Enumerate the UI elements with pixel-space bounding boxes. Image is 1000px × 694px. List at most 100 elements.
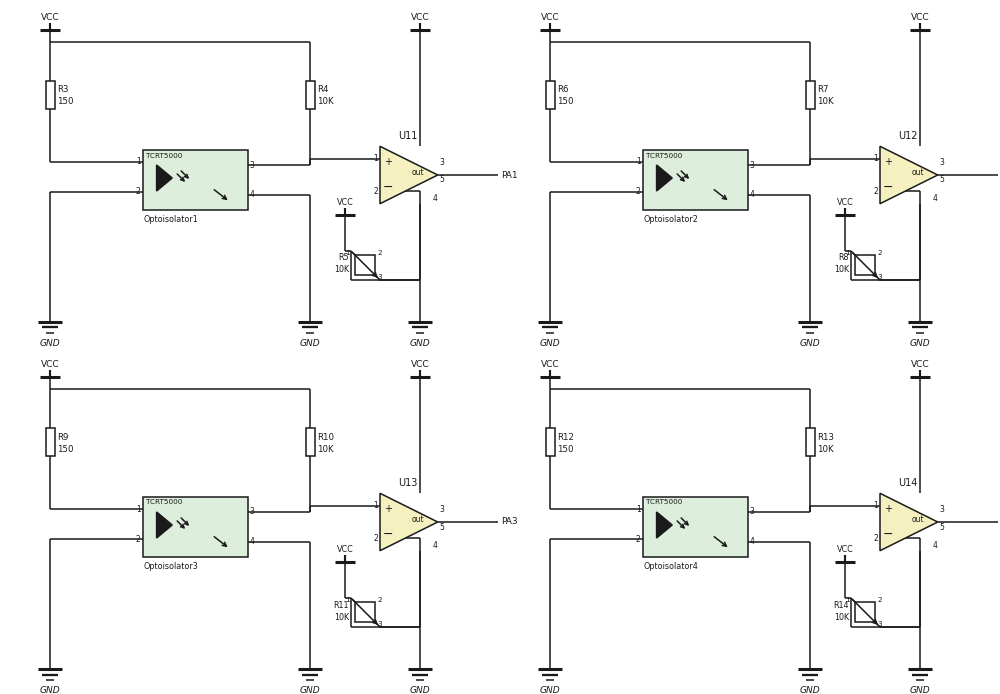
Text: R4: R4 bbox=[318, 85, 329, 94]
Text: out: out bbox=[912, 516, 924, 525]
Bar bbox=[546, 81, 554, 109]
Text: VCC: VCC bbox=[411, 13, 429, 22]
Text: GND: GND bbox=[910, 686, 930, 694]
Text: GND: GND bbox=[300, 686, 320, 694]
Text: Optoisolator4: Optoisolator4 bbox=[644, 562, 698, 571]
Bar bbox=[306, 428, 314, 456]
Bar bbox=[143, 150, 248, 210]
Text: 2: 2 bbox=[877, 597, 882, 603]
Text: 3: 3 bbox=[250, 507, 254, 516]
Polygon shape bbox=[880, 493, 938, 551]
Text: R11: R11 bbox=[334, 600, 349, 609]
Text: 4: 4 bbox=[433, 194, 438, 203]
Text: 2: 2 bbox=[636, 534, 640, 543]
Text: 10K: 10K bbox=[818, 444, 834, 453]
Text: 1: 1 bbox=[373, 500, 378, 509]
Text: −: − bbox=[883, 528, 893, 541]
Text: PA3: PA3 bbox=[501, 518, 518, 527]
Text: 5: 5 bbox=[439, 176, 444, 185]
Text: R6: R6 bbox=[558, 85, 569, 94]
Text: GND: GND bbox=[40, 339, 60, 348]
Text: 2: 2 bbox=[877, 250, 882, 256]
Text: GND: GND bbox=[540, 686, 560, 694]
Text: Optoisolator2: Optoisolator2 bbox=[644, 215, 698, 224]
Text: 3: 3 bbox=[939, 158, 944, 167]
Text: U11: U11 bbox=[398, 131, 418, 142]
Text: GND: GND bbox=[40, 686, 60, 694]
Text: 10K: 10K bbox=[834, 266, 849, 275]
Text: TCRT5000: TCRT5000 bbox=[146, 153, 182, 158]
Text: 2: 2 bbox=[636, 187, 640, 196]
Text: 1: 1 bbox=[345, 250, 350, 256]
Text: Optoisolator1: Optoisolator1 bbox=[144, 215, 198, 224]
Text: VCC: VCC bbox=[41, 13, 59, 22]
Bar bbox=[143, 497, 248, 557]
Bar bbox=[642, 497, 748, 557]
Text: out: out bbox=[412, 516, 424, 525]
Text: 3: 3 bbox=[750, 507, 754, 516]
Text: R10: R10 bbox=[318, 432, 334, 441]
Bar bbox=[46, 428, 54, 456]
Text: 4: 4 bbox=[750, 190, 754, 199]
Text: 1: 1 bbox=[845, 597, 850, 603]
Text: PA1: PA1 bbox=[501, 171, 518, 180]
Text: R13: R13 bbox=[818, 432, 834, 441]
Text: 10K: 10K bbox=[834, 613, 849, 622]
Text: GND: GND bbox=[410, 686, 430, 694]
Text: VCC: VCC bbox=[41, 360, 59, 369]
Text: 1: 1 bbox=[636, 158, 640, 167]
Text: 150: 150 bbox=[58, 444, 74, 453]
Bar bbox=[806, 81, 814, 109]
Bar bbox=[855, 602, 875, 622]
Text: 10K: 10K bbox=[318, 444, 334, 453]
Text: VCC: VCC bbox=[911, 360, 929, 369]
Text: GND: GND bbox=[800, 686, 820, 694]
Text: VCC: VCC bbox=[541, 360, 559, 369]
Text: GND: GND bbox=[910, 339, 930, 348]
Text: 5: 5 bbox=[939, 176, 944, 185]
Text: 1: 1 bbox=[345, 597, 350, 603]
Bar bbox=[855, 255, 875, 275]
Text: 150: 150 bbox=[58, 97, 74, 106]
Bar bbox=[306, 81, 314, 109]
Text: 1: 1 bbox=[873, 153, 878, 162]
Text: VCC: VCC bbox=[337, 545, 353, 554]
Text: 3: 3 bbox=[377, 621, 382, 627]
Text: U14: U14 bbox=[898, 478, 918, 489]
Text: 3: 3 bbox=[939, 505, 944, 514]
Text: 10K: 10K bbox=[334, 266, 349, 275]
Text: GND: GND bbox=[800, 339, 820, 348]
Text: 2: 2 bbox=[136, 534, 140, 543]
Bar bbox=[642, 150, 748, 210]
Polygon shape bbox=[157, 512, 172, 538]
Text: VCC: VCC bbox=[411, 360, 429, 369]
Text: 1: 1 bbox=[845, 250, 850, 256]
Text: TCRT5000: TCRT5000 bbox=[146, 500, 182, 505]
Polygon shape bbox=[157, 165, 172, 191]
Text: 3: 3 bbox=[877, 621, 882, 627]
Bar bbox=[355, 602, 375, 622]
Bar bbox=[46, 81, 54, 109]
Text: U12: U12 bbox=[898, 131, 918, 142]
Text: R14: R14 bbox=[834, 600, 849, 609]
Text: 2: 2 bbox=[373, 534, 378, 543]
Text: 1: 1 bbox=[136, 158, 140, 167]
Text: U13: U13 bbox=[398, 478, 418, 489]
Text: 1: 1 bbox=[873, 500, 878, 509]
Text: 4: 4 bbox=[433, 541, 438, 550]
Text: +: + bbox=[884, 505, 892, 514]
Bar bbox=[806, 428, 814, 456]
Text: 2: 2 bbox=[377, 250, 382, 256]
Text: out: out bbox=[912, 169, 924, 178]
Text: 150: 150 bbox=[558, 444, 574, 453]
Polygon shape bbox=[657, 512, 672, 538]
Text: 2: 2 bbox=[136, 187, 140, 196]
Text: +: + bbox=[384, 505, 392, 514]
Text: −: − bbox=[383, 181, 393, 194]
Text: R12: R12 bbox=[558, 432, 574, 441]
Text: 3: 3 bbox=[377, 274, 382, 280]
Text: +: + bbox=[884, 158, 892, 167]
Text: 4: 4 bbox=[933, 541, 938, 550]
Text: VCC: VCC bbox=[911, 13, 929, 22]
Text: 10K: 10K bbox=[318, 97, 334, 106]
